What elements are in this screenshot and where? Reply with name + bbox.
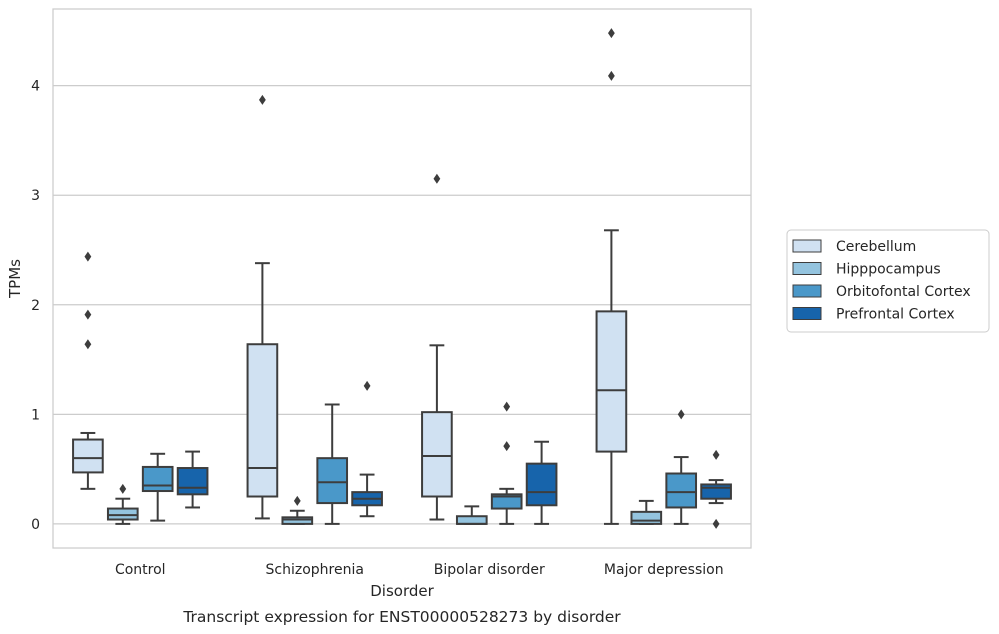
legend-label: Hipppocampus xyxy=(836,262,941,278)
box-cerebellum xyxy=(595,28,628,525)
box-iqr xyxy=(525,462,558,507)
box-iqr xyxy=(281,516,314,525)
y-tick-label: 1 xyxy=(31,407,40,423)
box-iqr xyxy=(316,457,349,505)
box-cerebellum xyxy=(246,94,279,520)
x-tick-labels: Control Schizophrenia Bipolar disorder Majo… xyxy=(115,562,724,578)
box-cerebellum xyxy=(421,173,453,521)
legend-label: Prefrontal Cortex xyxy=(836,307,955,323)
y-tick-label: 0 xyxy=(31,517,40,533)
box-iqr xyxy=(490,493,523,510)
legend: Cerebellum Hipppocampus Orbitofontal Corte… xyxy=(786,229,990,333)
outlier-point xyxy=(119,483,127,494)
outlier-point xyxy=(503,441,511,452)
x-axis-label: Disorder xyxy=(370,582,434,600)
box-iqr xyxy=(421,411,453,498)
box-orbitofontal-cortex xyxy=(316,403,349,525)
x-tick-label: Schizophrenia xyxy=(266,562,364,578)
outlier-point xyxy=(712,449,720,460)
box-iqr xyxy=(72,438,104,474)
outlier-point xyxy=(84,309,92,320)
y-tick-label: 3 xyxy=(31,188,40,204)
outlier-point xyxy=(363,380,371,391)
outlier-point xyxy=(712,518,720,529)
legend-swatch xyxy=(792,284,822,298)
chart-caption: Transcript expression for ENST0000052827… xyxy=(182,608,621,626)
y-tick-label: 2 xyxy=(31,298,40,314)
outlier-point xyxy=(503,401,511,412)
box-orbitofontal-cortex xyxy=(490,401,523,525)
box-orbitofontal-cortex xyxy=(665,409,698,525)
legend-label: Cerebellum xyxy=(836,239,916,255)
box-prefrontal-cortex xyxy=(700,449,732,529)
x-tick-label: Bipolar disorder xyxy=(434,562,545,578)
box-cerebellum xyxy=(72,251,104,490)
y-tick-labels: 0 1 2 3 4 xyxy=(31,79,40,533)
outlier-point xyxy=(608,70,615,81)
y-axis-label: TPMs xyxy=(6,259,24,299)
box-hipppocampus xyxy=(281,495,314,525)
legend-label: Orbitofontal Cortex xyxy=(836,284,971,300)
outlier-point xyxy=(433,173,441,184)
box-hipppocampus xyxy=(455,505,488,525)
legend-swatch xyxy=(792,262,822,275)
legend-swatch xyxy=(792,239,822,253)
x-tick-label: Major depression xyxy=(604,562,724,578)
box-iqr xyxy=(630,510,663,525)
box-orbitofontal-cortex xyxy=(141,452,174,522)
box-iqr xyxy=(106,507,139,521)
box-iqr xyxy=(176,467,209,496)
y-tick-label: 4 xyxy=(31,79,40,95)
outlier-point xyxy=(293,495,301,506)
box-prefrontal-cortex xyxy=(525,440,558,525)
x-tick-label: Control xyxy=(115,562,166,578)
box-prefrontal-cortex xyxy=(176,450,209,509)
box-hipppocampus xyxy=(630,499,663,525)
box-iqr xyxy=(665,472,698,509)
outlier-point xyxy=(84,251,92,262)
outlier-point xyxy=(677,409,685,420)
legend-frame xyxy=(786,229,990,333)
box-iqr xyxy=(141,465,174,493)
outlier-point xyxy=(84,339,92,350)
outlier-point xyxy=(608,28,615,39)
box-hipppocampus xyxy=(106,483,139,525)
box-iqr xyxy=(455,515,488,525)
plot-frame xyxy=(52,8,752,549)
box-iqr xyxy=(700,483,732,500)
boxes-layer xyxy=(72,28,732,529)
outlier-point xyxy=(259,94,266,105)
legend-swatch xyxy=(792,307,822,320)
box-iqr xyxy=(595,310,628,453)
box-prefrontal-cortex xyxy=(351,380,383,518)
box-iqr xyxy=(246,343,279,498)
